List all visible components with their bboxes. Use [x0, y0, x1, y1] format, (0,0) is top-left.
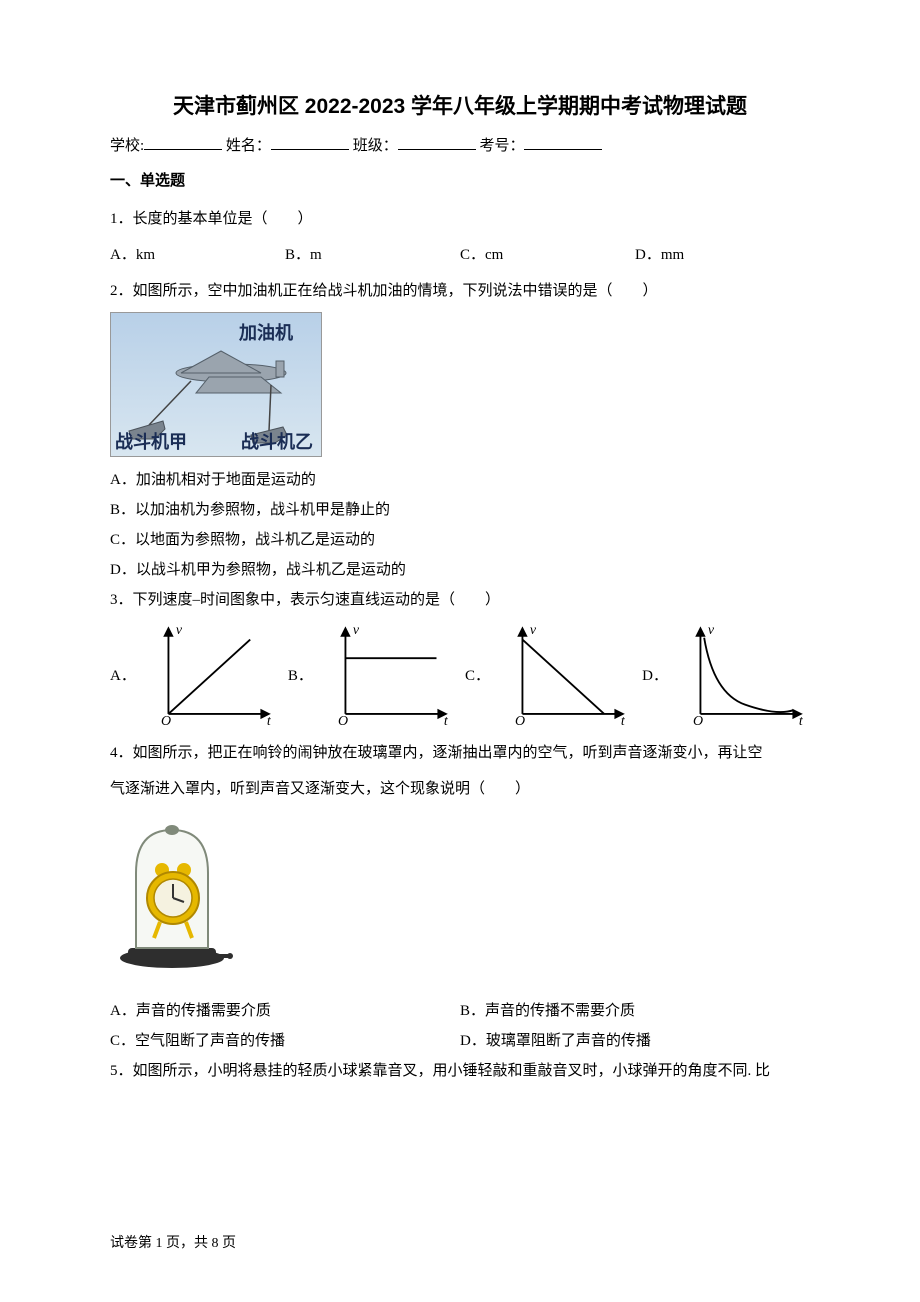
q2-figure: 加油机 战斗机甲 战斗机乙 — [110, 312, 810, 457]
q4-opt-c: C．空气阻断了声音的传播 — [110, 1026, 460, 1056]
blank-examno[interactable] — [524, 136, 602, 150]
x-axis-label: t — [444, 714, 449, 728]
planes-figure: 加油机 战斗机甲 战斗机乙 — [110, 312, 322, 457]
q4-options-row2: C．空气阻断了声音的传播 D．玻璃罩阻断了声音的传播 — [110, 1026, 810, 1056]
q4-text-line2: 气逐渐进入罩内，听到声音又逐渐变大，这个现象说明（ ） — [110, 774, 810, 804]
q1-options: A．km B．m C．cm D．mm — [110, 240, 810, 270]
blank-name[interactable] — [271, 136, 349, 150]
fighter2-label: 战斗机乙 — [241, 428, 313, 454]
blank-class[interactable] — [398, 136, 476, 150]
q2-opt-c: C．以地面为参照物，战斗机乙是运动的 — [110, 525, 810, 555]
y-axis-label: v — [530, 623, 537, 638]
q3-chart-a: O v t — [148, 621, 278, 728]
blank-school[interactable] — [144, 136, 222, 150]
student-info-line: 学校: 姓名： 班级： 考号： — [110, 134, 810, 155]
q3-chart-b: O v t — [325, 621, 455, 728]
q3-chart-d: O v t — [680, 621, 810, 728]
q4-opt-b: B．声音的传播不需要介质 — [460, 996, 810, 1026]
q2-opt-b: B．以加油机为参照物，战斗机甲是静止的 — [110, 495, 810, 525]
q3-chart-c: O v t — [502, 621, 632, 728]
q4-text-line1: 4．如图所示，把正在响铃的闹钟放在玻璃罩内，逐渐抽出罩内的空气，听到声音逐渐变小… — [110, 738, 810, 768]
y-axis-label: v — [176, 623, 183, 638]
q4-figure — [110, 810, 810, 988]
page-title: 天津市蓟州区 2022-2023 学年八年级上学期期中考试物理试题 — [110, 90, 810, 120]
q3-charts: A． O v t B． O v t C． O v t D． — [110, 621, 810, 728]
section-header: 一、单选题 — [110, 169, 810, 190]
q2-opt-a: A．加油机相对于地面是运动的 — [110, 465, 810, 495]
x-axis-label: t — [799, 714, 804, 728]
tanker-label: 加油机 — [239, 319, 293, 345]
q3-text: 3．下列速度–时间图象中，表示匀速直线运动的是（ ） — [110, 585, 810, 615]
q2-text: 2．如图所示，空中加油机正在给战斗机加油的情境，下列说法中错误的是（ ） — [110, 276, 810, 306]
y-axis-label: v — [353, 623, 360, 638]
q1-opt-b: B．m — [285, 240, 460, 270]
y-axis-label: v — [708, 623, 715, 638]
q3-label-b: B． — [288, 664, 313, 685]
label-examno: 考号： — [479, 138, 524, 154]
q3-label-c: C． — [465, 664, 490, 685]
label-school: 学校: — [110, 138, 144, 154]
bell-jar-icon — [110, 818, 235, 973]
origin-label: O — [515, 714, 525, 728]
origin-label: O — [338, 714, 348, 728]
q5-text: 5．如图所示，小明将悬挂的轻质小球紧靠音叉，用小锤轻敲和重敲音叉时，小球弹开的角… — [110, 1056, 810, 1086]
q1-opt-a: A．km — [110, 240, 285, 270]
q4-opt-a: A．声音的传播需要介质 — [110, 996, 460, 1026]
origin-label: O — [161, 714, 171, 728]
q2-opt-d: D．以战斗机甲为参照物，战斗机乙是运动的 — [110, 555, 810, 585]
q3-label-a: A． — [110, 664, 136, 685]
q1-text: 1．长度的基本单位是（ ） — [110, 204, 810, 234]
page-footer: 试卷第 1 页，共 8 页 — [110, 1232, 236, 1252]
q1-opt-c: C．cm — [460, 240, 635, 270]
q1-opt-d: D．mm — [635, 240, 810, 270]
x-axis-label: t — [621, 714, 626, 728]
x-axis-label: t — [267, 714, 272, 728]
label-name: 姓名： — [226, 138, 271, 154]
label-class: 班级： — [353, 138, 398, 154]
origin-label: O — [693, 714, 703, 728]
q4-opt-d: D．玻璃罩阻断了声音的传播 — [460, 1026, 810, 1056]
q4-options-row1: A．声音的传播需要介质 B．声音的传播不需要介质 — [110, 996, 810, 1026]
fighter1-label: 战斗机甲 — [115, 428, 187, 454]
q3-label-d: D． — [642, 664, 668, 685]
